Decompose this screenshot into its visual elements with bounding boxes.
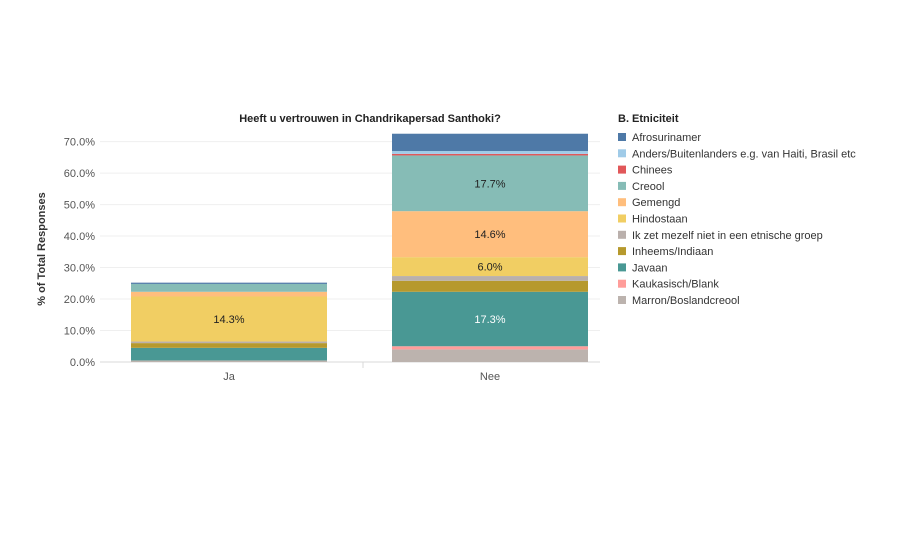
legend-item-label: Gemengd xyxy=(632,197,680,209)
bar-segment xyxy=(131,283,327,292)
y-tick-label: 50.0% xyxy=(64,200,95,212)
legend-item-label: Javaan xyxy=(632,262,667,274)
x-tick-label: Ja xyxy=(223,371,236,383)
y-tick-label: 30.0% xyxy=(64,263,95,275)
bar-segment xyxy=(392,257,588,277)
legend-item-label: Hindostaan xyxy=(632,214,688,226)
legend-swatch xyxy=(618,165,626,174)
bar-segment xyxy=(131,291,327,297)
legend-swatch xyxy=(618,263,626,272)
y-tick-label: 70.0% xyxy=(64,137,95,149)
legend-swatch xyxy=(618,296,626,304)
legend-item-label: Marron/Boslandcreool xyxy=(632,295,740,307)
legend-swatch xyxy=(618,214,626,223)
legend-item-label: Afrosurinamer xyxy=(632,132,701,144)
y-tick-label: 0.0% xyxy=(70,357,95,369)
legend-swatch xyxy=(618,181,626,190)
legend: B. Etniciteit Afrosurinamer Anders/Buiten… xyxy=(618,113,856,307)
legend-swatch xyxy=(618,230,626,239)
bar-segment xyxy=(131,282,327,284)
data-label: 17.7% xyxy=(474,178,505,190)
bars xyxy=(131,133,588,362)
legend-swatch xyxy=(618,247,626,256)
bar-segment xyxy=(131,360,327,362)
legend-item-label: Creool xyxy=(632,181,664,193)
bar-segment xyxy=(131,343,327,348)
bar-segment xyxy=(392,155,588,212)
legend-swatch xyxy=(618,198,626,207)
data-label: 17.3% xyxy=(474,314,505,326)
bar-segment xyxy=(131,296,327,342)
bar-segment xyxy=(392,151,588,154)
y-tick-label: 40.0% xyxy=(64,231,95,243)
chart-title: Heeft u vertrouwen in Chandrikapersad Sa… xyxy=(239,113,501,125)
bar-segment xyxy=(392,133,588,152)
bar-segment xyxy=(131,347,327,361)
x-tick-label: Nee xyxy=(480,371,500,383)
bar-segment xyxy=(392,291,588,347)
legend-item-label: Ik zet mezelf niet in een etnische groep xyxy=(632,230,823,242)
y-axis-ticks: 0.0% 10.0% 20.0% 30.0% 40.0% 50.0% 60.0% 70.0% xyxy=(64,137,95,369)
bar-segment xyxy=(392,211,588,258)
legend-swatch xyxy=(618,149,626,158)
bar-segment xyxy=(131,341,327,344)
bar-segment xyxy=(392,276,588,281)
y-axis-label: % of Total Responses xyxy=(36,192,48,305)
legend-item-label: Chinees xyxy=(632,165,673,177)
x-axis-ticks: Ja Nee xyxy=(223,371,500,383)
legend-item-label: Anders/Buitenlanders e.g. van Haiti, Bra… xyxy=(632,148,856,160)
y-tick-label: 10.0% xyxy=(64,326,95,338)
data-label: 14.3% xyxy=(213,314,244,326)
legend-swatch xyxy=(618,133,626,141)
bar-segment xyxy=(392,153,588,156)
legend-title: B. Etniciteit xyxy=(618,113,679,125)
bar-segment xyxy=(392,349,588,362)
bar-segment xyxy=(392,280,588,292)
y-tick-label: 20.0% xyxy=(64,294,95,306)
data-labels: 14.3% 17.7% 14.6% 6.0% 17.3% xyxy=(213,178,505,326)
legend-item-label: Kaukasisch/Blank xyxy=(632,279,719,291)
legend-swatch xyxy=(618,279,626,288)
data-label: 6.0% xyxy=(477,262,502,274)
y-tick-label: 60.0% xyxy=(64,168,95,180)
legend-item-label: Inheems/Indiaan xyxy=(632,246,713,258)
bar-segment xyxy=(392,346,588,350)
data-label: 14.6% xyxy=(474,229,505,241)
